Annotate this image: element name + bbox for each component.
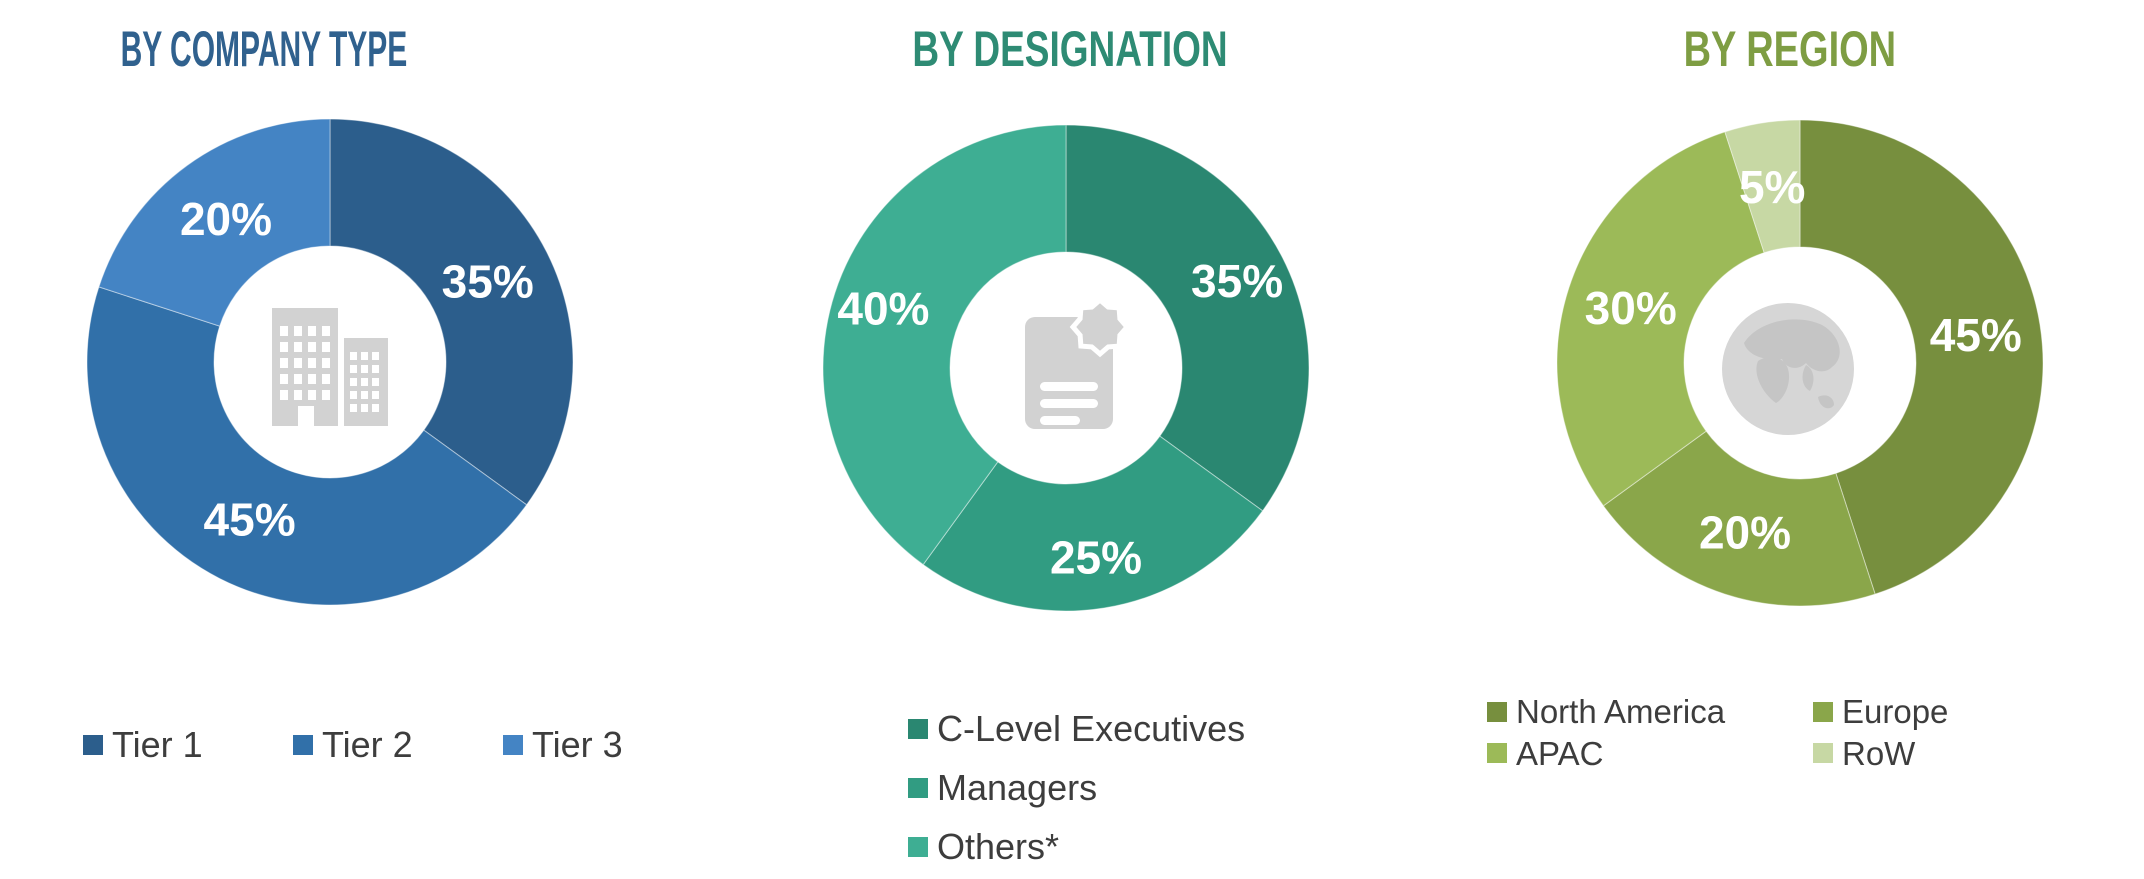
legend-designation: C-Level Executives Managers Others* bbox=[908, 708, 1246, 867]
donut-slice bbox=[1799, 119, 2044, 595]
donut-slice bbox=[1065, 124, 1310, 512]
legend-label: Managers bbox=[937, 766, 1098, 808]
legend-swatch bbox=[1813, 743, 1833, 764]
legend-item: Europe bbox=[1813, 694, 1948, 730]
legend-swatch bbox=[293, 735, 313, 756]
donut-chart-region: 45% 20% 30% 5% bbox=[1556, 119, 2044, 607]
legend-label: Tier 3 bbox=[532, 724, 623, 765]
slice-percent-label: 45% bbox=[1930, 309, 2022, 361]
chart-title-company-type: BY COMPANY TYPE bbox=[0, 24, 564, 74]
legend-item: Others* bbox=[908, 825, 1245, 867]
legend-label: Europe bbox=[1842, 693, 1949, 730]
buildings-icon bbox=[272, 308, 388, 426]
slice-percent-label: 30% bbox=[1585, 282, 1677, 334]
donut-chart-company-type: 35% 45% 20% bbox=[86, 118, 574, 606]
legend-item: Tier 2 bbox=[293, 724, 503, 765]
legend-label: North America bbox=[1516, 693, 1726, 730]
donut-slice bbox=[86, 286, 528, 606]
donut-slice bbox=[98, 118, 331, 327]
legend-swatch bbox=[908, 719, 928, 740]
legend-item: Tier 1 bbox=[83, 724, 293, 765]
slice-percent-label: 20% bbox=[1699, 506, 1791, 558]
legend-label: APAC bbox=[1516, 734, 1604, 772]
legend-swatch bbox=[1487, 701, 1507, 722]
chart-title-region: BY REGION bbox=[1490, 24, 2090, 74]
legend-swatch bbox=[908, 778, 928, 799]
certificate-document-icon bbox=[1025, 296, 1131, 429]
slice-percent-label: 20% bbox=[180, 193, 272, 245]
slice-percent-label: 5% bbox=[1739, 161, 1805, 213]
slice-percent-label: 25% bbox=[1050, 532, 1142, 584]
legend-item: APAC bbox=[1487, 734, 1813, 772]
legend-label: Others* bbox=[937, 825, 1060, 867]
legend-swatch bbox=[908, 837, 928, 858]
donut-slice bbox=[822, 124, 1067, 566]
donut-slice bbox=[1602, 430, 1876, 607]
donut-slice bbox=[1724, 119, 1801, 254]
chart-title-text: BY DESIGNATION bbox=[912, 21, 1228, 77]
slice-percent-label: 35% bbox=[1191, 255, 1283, 307]
legend-swatch bbox=[1813, 701, 1833, 722]
donut-slice bbox=[1556, 131, 1765, 507]
legend-label: Tier 1 bbox=[112, 724, 203, 765]
legend-label: C-Level Executives bbox=[937, 708, 1246, 749]
chart-title-designation: BY DESIGNATION bbox=[770, 24, 1370, 74]
legend-region: North America Europe APAC RoW bbox=[1487, 694, 1948, 771]
legend-item: North America bbox=[1487, 694, 1813, 730]
donut-slice bbox=[329, 118, 574, 506]
legend-item: C-Level Executives bbox=[908, 708, 1246, 749]
legend-company-type: Tier 1 Tier 2 Tier 3 bbox=[83, 724, 713, 765]
legend-swatch bbox=[83, 735, 103, 756]
slice-percent-label: 45% bbox=[204, 494, 296, 546]
globe-icon bbox=[1722, 303, 1854, 435]
legend-label: Tier 2 bbox=[322, 724, 413, 765]
legend-label: RoW bbox=[1842, 734, 1916, 772]
chart-title-text: BY COMPANY TYPE bbox=[120, 21, 408, 77]
slice-percent-label: 35% bbox=[442, 256, 534, 308]
legend-item: RoW bbox=[1813, 734, 1948, 772]
donut-chart-designation: 35% 25% 40% bbox=[822, 124, 1310, 612]
donut-slice bbox=[922, 435, 1264, 612]
legend-item: Managers bbox=[908, 766, 1245, 808]
legend-item: Tier 3 bbox=[503, 724, 713, 765]
chart-title-text: BY REGION bbox=[1683, 21, 1897, 77]
legend-swatch bbox=[503, 735, 523, 756]
slice-percent-label: 40% bbox=[837, 283, 929, 335]
legend-swatch bbox=[1487, 743, 1507, 764]
